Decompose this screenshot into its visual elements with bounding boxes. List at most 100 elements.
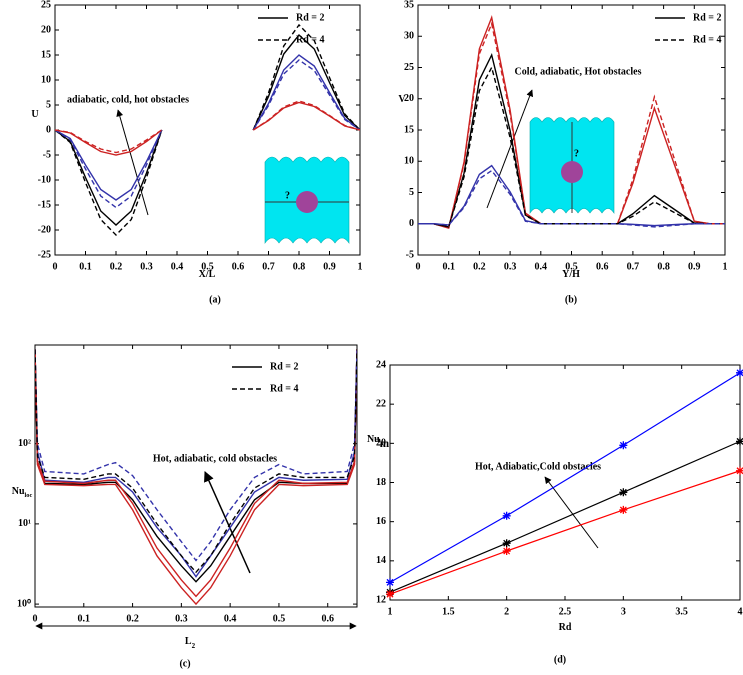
point-marker [736,437,743,446]
y-axis-label-main: U [31,109,38,120]
y-tick-label: 10¹ [18,518,31,529]
curve [35,349,357,574]
x-tick-label: 1 [388,606,393,617]
y-axis-label: V [398,94,406,105]
x-tick-label: 3 [621,606,626,617]
y-tick-label: 10 [41,74,51,85]
y-tick-label: 5 [46,99,51,110]
x-axis-label: Rd [559,622,572,633]
y-axis-label-main: V [398,94,406,105]
annotation: Hot, adiabatic, cold obstacles [153,453,277,464]
y-tick-label: 10 [404,156,414,167]
inset-mark: ? [574,148,579,159]
x-tick-label: 4 [738,606,743,617]
annotation: adiabatic, cold, hot obstacles [67,94,189,105]
x-tick-label: 0.2 [110,261,123,272]
y-tick-label: 12 [376,594,386,605]
x-tick-label: 0.2 [473,261,486,272]
y-axis-label-sub: m [380,438,390,450]
legend-label: Rd = 4 [693,34,721,45]
inset-a [264,156,350,244]
x-tick-label: 0.6 [232,261,245,272]
point-marker [619,488,628,497]
x-tick-label: 0.3 [140,261,153,272]
y-tick-label: 16 [376,516,386,527]
y-tick-label: -5 [43,149,51,160]
y-tick-label: 24 [376,359,386,370]
x-tick-label: 0 [416,261,421,272]
annotation-arrow [544,476,599,549]
y-axis-label: Num [367,434,390,449]
x-tick-label: 1 [358,261,363,272]
x-tick-label: 0 [53,261,58,272]
legend-label: Rd = 2 [693,12,721,23]
point-marker [736,466,743,475]
y-tick-label: 35 [404,0,414,10]
curve [35,349,357,606]
x-tick-label: 0.3 [175,613,188,624]
y-axis-label-main: Nu [367,434,380,445]
x-axis-label-sub: 2 [192,642,196,650]
y-tick-label: 14 [376,555,386,566]
x-axis-label: Y/H [562,269,580,280]
y-tick-label: 30 [404,31,414,42]
y-tick-label: 22 [376,398,386,409]
annotation: Hot, Adiabatic,Cold obstacles [475,461,601,472]
x-tick-label: 1 [723,261,728,272]
point-marker [386,578,394,587]
annotation: Cold, adiabatic, Hot obstacles [515,66,642,77]
curve [418,65,725,228]
line [389,440,741,593]
curve [35,349,357,562]
x-axis-label-main: Y/H [562,269,580,280]
x-tick-label: 2 [504,606,509,617]
x-axis-label-main: X/L [199,269,216,280]
y-tick-label: -15 [38,199,51,210]
panel-label: (b) [565,294,577,305]
y-tick-label: 10² [18,438,31,449]
x-tick-label: 0.9 [323,261,336,272]
y-axis-label-sub: loc [25,492,33,499]
y-tick-label: -20 [38,224,51,235]
curve [35,349,357,583]
x-tick-label: 0 [33,613,38,624]
y-tick-label: 20 [41,24,51,35]
x-tick-label: 0.2 [126,613,139,624]
y-tick-label: 15 [41,49,51,60]
point-marker [736,368,743,377]
y-tick-label: 0 [409,218,414,229]
plot-frame [389,364,741,601]
x-tick-label: 0.3 [504,261,517,272]
point-marker [619,505,628,514]
y-tick-label: 0 [46,124,51,135]
x-tick-label: 0.4 [224,613,237,624]
legend-label: Rd = 4 [270,383,298,394]
y-tick-label: -25 [38,249,51,260]
x-tick-label: 0.7 [627,261,640,272]
x-tick-label: 0.8 [657,261,670,272]
x-tick-label: 0.5 [273,613,286,624]
y-tick-label: 18 [376,477,386,488]
x-tick-label: 2.5 [559,606,572,617]
x-axis-label-main: L [185,636,192,647]
panel-label: (d) [554,654,566,665]
annotation-arrow [486,89,534,209]
x-tick-label: 0.1 [78,613,91,624]
x-tick-label: 0.1 [442,261,455,272]
x-axis-label: X/L [199,269,216,280]
line [389,470,741,595]
point-marker [502,539,511,548]
y-tick-label: -10 [38,174,51,185]
point-marker [502,547,511,556]
y-axis-label: Nuloc [12,486,33,499]
curve [35,349,357,578]
x-axis-label: L2 [185,636,196,649]
y-tick-label: 15 [404,124,414,135]
x-tick-label: 0.4 [535,261,548,272]
y-tick-label: -5 [406,249,414,260]
x-tick-label: 0.5 [565,261,578,272]
y-axis-label: U [31,109,38,120]
x-axis-label-main: Rd [559,622,572,633]
x-tick-label: 0.4 [171,261,184,272]
